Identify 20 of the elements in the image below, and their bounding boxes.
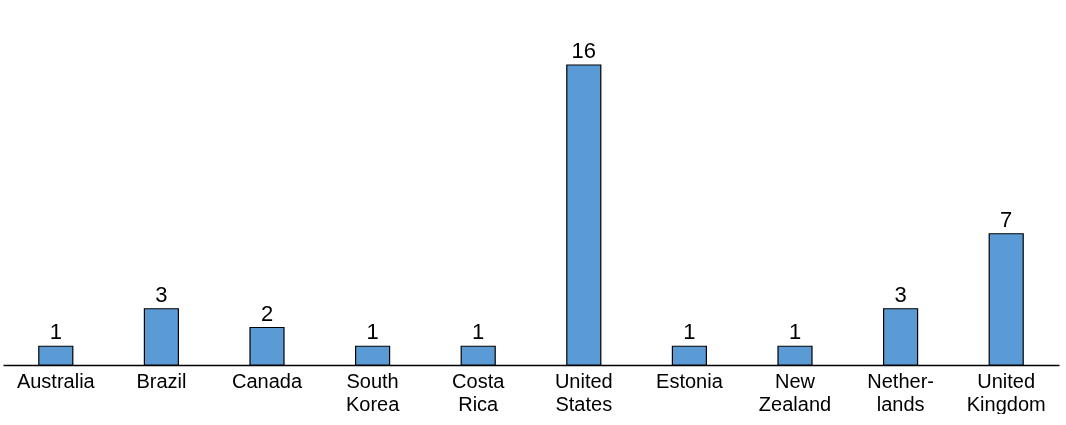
x-tick-label: United Kingdom bbox=[966, 369, 1046, 415]
data-label: 16 bbox=[571, 38, 597, 63]
data-label: 1 bbox=[366, 319, 379, 345]
x-tick-label: Brazil bbox=[136, 369, 187, 392]
data-label: 3 bbox=[155, 281, 168, 307]
data-label: 2 bbox=[260, 300, 274, 326]
x-tick-label: New Zealand bbox=[758, 369, 832, 415]
data-label: 1 bbox=[472, 319, 485, 345]
data-label: 1 bbox=[683, 319, 696, 345]
data-label: 7 bbox=[1000, 206, 1013, 232]
x-tick-label: Canada bbox=[231, 369, 303, 392]
data-label: 1 bbox=[788, 319, 802, 345]
x-tick-label: Costa Rica bbox=[452, 369, 506, 415]
x-tick-label: South Korea bbox=[345, 369, 401, 415]
x-tick-label: United States bbox=[554, 369, 613, 415]
x-tick-label: Estonia bbox=[656, 369, 724, 392]
data-label: 3 bbox=[894, 281, 907, 307]
data-label: 1 bbox=[49, 319, 62, 345]
x-tick-label: Australia bbox=[16, 369, 96, 392]
x-tick-label: Nether- lands bbox=[867, 369, 934, 415]
